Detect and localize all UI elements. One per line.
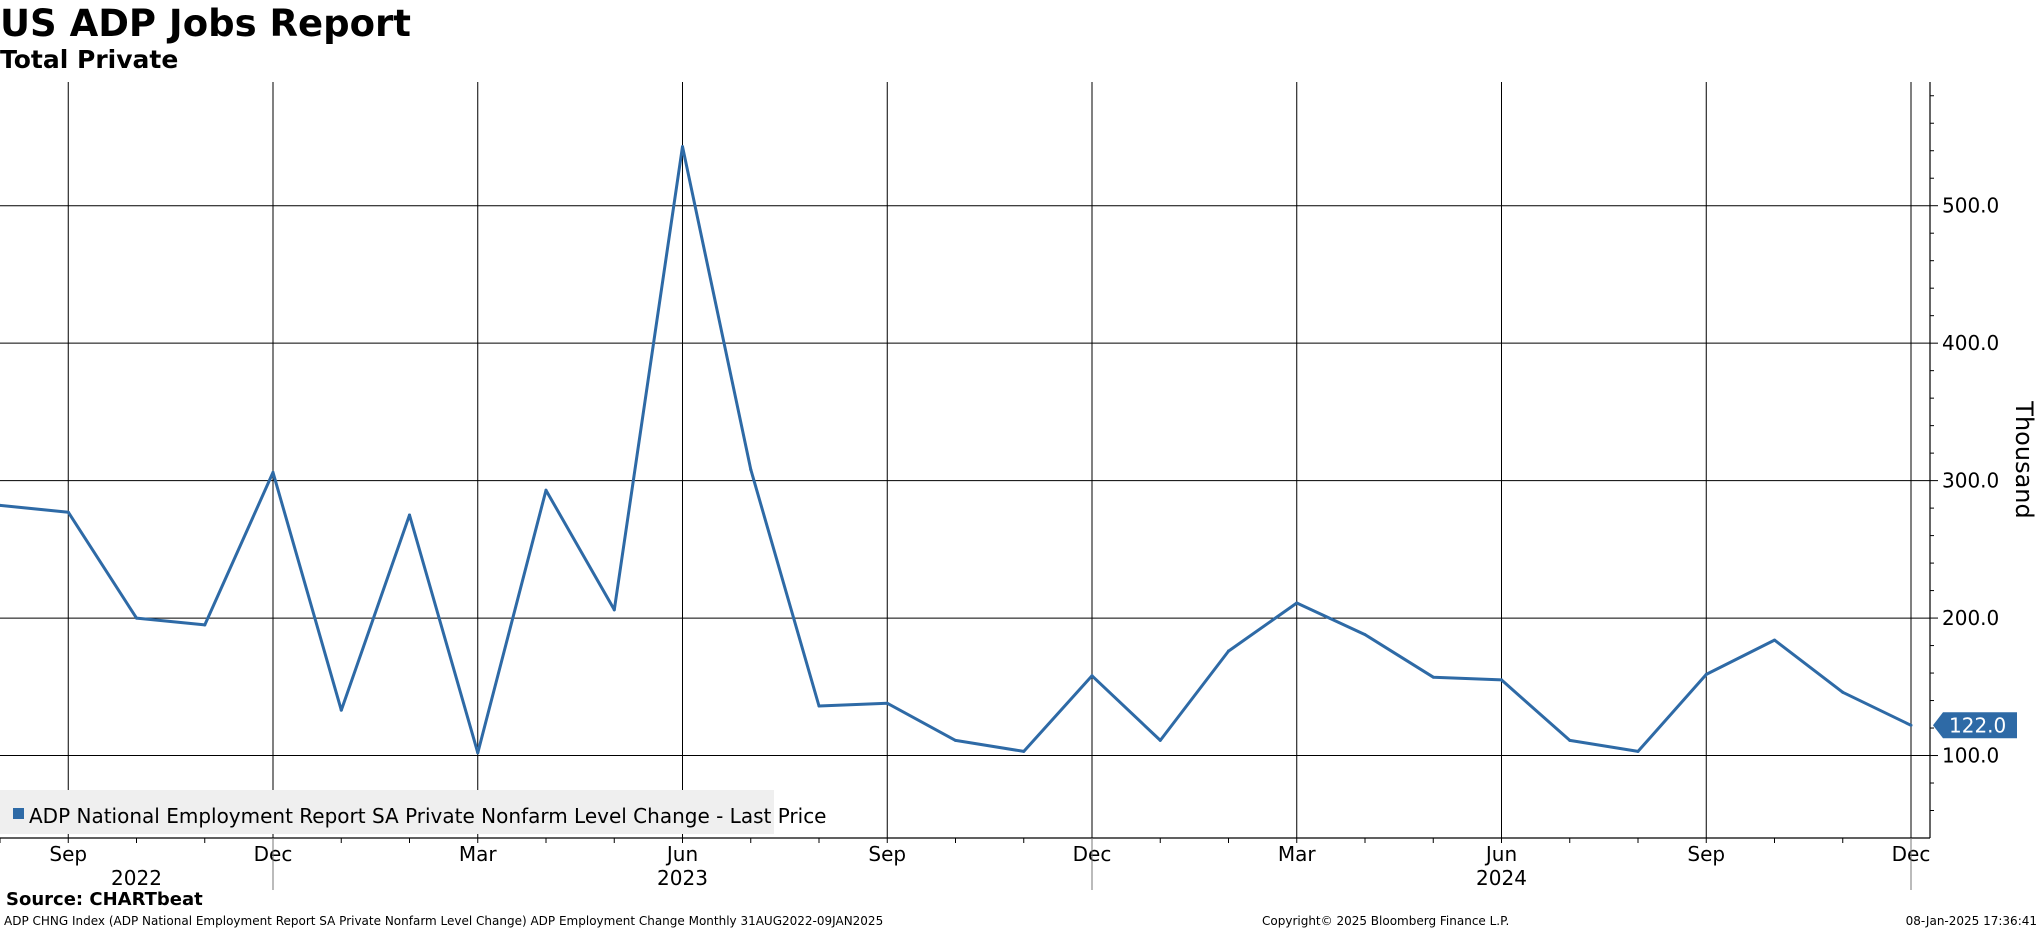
data-point <box>1500 678 1503 682</box>
year-label: 2023 <box>657 866 708 890</box>
source-note: Source: CHARTbeat <box>6 889 203 910</box>
y-tick-label: 500.0 <box>1942 194 1999 218</box>
data-point <box>1295 601 1299 605</box>
x-gridlines <box>67 82 1912 838</box>
y-tick-label: 300.0 <box>1942 469 1999 493</box>
data-point <box>66 510 70 514</box>
data-point <box>1363 633 1367 637</box>
legend-background <box>0 790 774 834</box>
data-point <box>0 503 2 507</box>
year-label: 2022 <box>111 866 162 890</box>
data-point <box>1704 672 1708 676</box>
data-point <box>1909 723 1913 727</box>
data-point <box>749 468 753 472</box>
legend: ADP National Employment Report SA Privat… <box>0 790 827 834</box>
data-point <box>1773 638 1776 642</box>
data-point <box>612 608 616 612</box>
data-point <box>135 616 138 620</box>
data-point <box>681 145 684 149</box>
data-point <box>544 488 548 492</box>
y-axis-ticks: 100.0 200.0 300.0 400.0 500.0 <box>1930 95 1999 812</box>
last-value-label: 122.0 <box>1949 713 2006 737</box>
data-point <box>408 513 411 517</box>
x-tick-label: Jun <box>1484 842 1517 866</box>
y-tick-label: 200.0 <box>1942 606 1999 630</box>
legend-label: ADP National Employment Report SA Privat… <box>29 804 827 828</box>
x-tick-label: Mar <box>459 842 498 866</box>
chart-title: US ADP Jobs Report <box>0 2 411 45</box>
x-tick-label: Mar <box>1278 842 1317 866</box>
data-point <box>1090 674 1094 678</box>
data-point <box>1568 738 1572 742</box>
data-point <box>954 738 957 742</box>
data-point <box>1431 675 1435 679</box>
last-value-badge: 122.0 <box>1933 712 2017 739</box>
data-point <box>1636 749 1640 753</box>
legend-swatch <box>13 808 24 819</box>
series-line <box>0 145 1912 755</box>
data-point <box>1227 649 1230 653</box>
data-point <box>476 751 480 755</box>
x-tick-label: Sep <box>49 842 87 866</box>
copyright-note: Copyright© 2025 Bloomberg Finance L.P. <box>1262 914 1510 928</box>
x-tick-label: Sep <box>868 842 906 866</box>
data-point <box>339 708 343 712</box>
data-point <box>885 701 889 705</box>
series-group <box>0 145 1913 755</box>
y-tick-label: 100.0 <box>1942 744 1999 768</box>
data-point <box>203 623 207 627</box>
x-tick-label: Sep <box>1687 842 1725 866</box>
data-point <box>817 704 821 708</box>
last-value-badge-shape <box>1933 712 2017 739</box>
year-label: 2024 <box>1476 866 1527 890</box>
series-description: ADP CHNG Index (ADP National Employment … <box>4 914 884 928</box>
data-point <box>1841 690 1845 694</box>
timestamp: 08-Jan-2025 17:36:41 <box>1905 914 2037 928</box>
x-tick-label: Jun <box>665 842 698 866</box>
y-gridlines <box>0 205 1930 757</box>
data-point <box>1158 738 1162 742</box>
data-point <box>1022 749 1026 753</box>
y-tick-label: 400.0 <box>1942 331 1999 355</box>
chart-subtitle: Total Private <box>0 45 179 74</box>
y-axis-label: Thousand <box>2010 400 2038 518</box>
data-point <box>271 470 275 474</box>
